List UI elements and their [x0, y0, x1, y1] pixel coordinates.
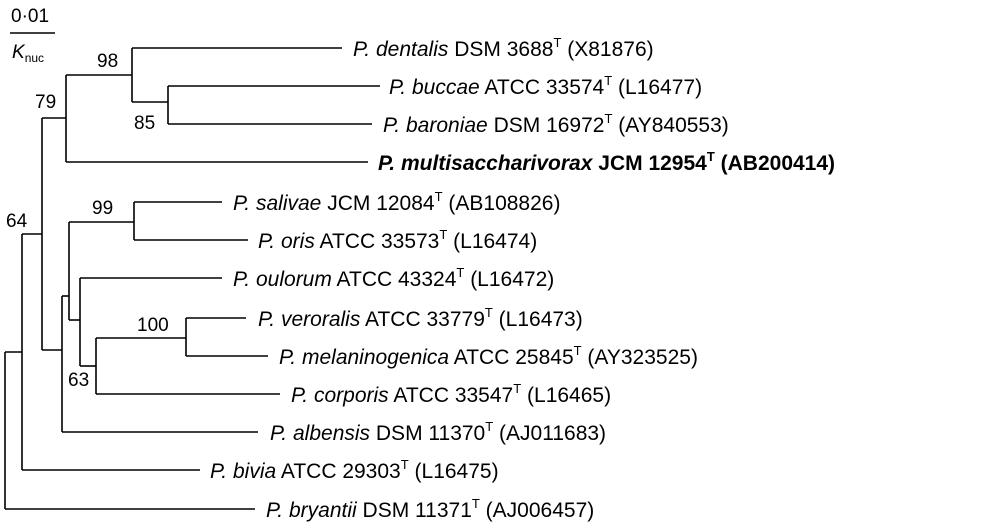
- bootstrap-64: 64: [6, 211, 28, 232]
- tree-branches: [4, 47, 380, 510]
- taxon-labels: P. dentalis DSM 3688T (X81876) P. buccae…: [210, 29, 835, 522]
- bootstrap-98: 98: [97, 51, 118, 72]
- taxon-label-baroniae: P. baroniae DSM 16972T (AY840553): [383, 105, 729, 137]
- taxon-label-corporis: P. corporis ATCC 33547T (L16465): [291, 375, 611, 407]
- taxon-label-salivae: P. salivae JCM 12084T (AB108826): [233, 183, 560, 215]
- taxon-label-veroralis: P. veroralis ATCC 33779T (L16473): [258, 299, 583, 331]
- taxon-label-buccae: P. buccae ATCC 33574T (L16477): [389, 67, 702, 99]
- bootstrap-79: 79: [35, 92, 56, 113]
- taxon-label-bryantii: P. bryantii DSM 11371T (AJ006457): [266, 490, 594, 522]
- taxon-label-oulorum: P. oulorum ATCC 43324T (L16472): [233, 259, 554, 291]
- taxon-label-dentalis: P. dentalis DSM 3688T (X81876): [353, 29, 654, 61]
- taxon-label-oris: P. oris ATCC 33573T (L16474): [258, 221, 537, 253]
- bootstrap-99: 99: [92, 198, 113, 219]
- bootstrap-63: 63: [68, 370, 89, 391]
- taxon-label-multisaccharivorax: P. multisaccharivorax JCM 12954T (AB2004…: [378, 143, 835, 175]
- taxon-label-albensis: P. albensis DSM 11370T (AJ011683): [270, 413, 606, 445]
- bootstrap-85: 85: [134, 113, 155, 134]
- scale-bar-value: 0·01: [11, 6, 49, 27]
- bootstrap-values: 98 85 79 99 100 63 64: [6, 51, 169, 391]
- taxon-label-melaninogenica: P. melaninogenica ATCC 25845T (AY323525): [279, 337, 698, 369]
- bootstrap-100: 100: [137, 315, 169, 336]
- scale-bar: 0·01 Knuc: [10, 6, 55, 65]
- scale-bar-label: Knuc: [12, 42, 44, 65]
- taxon-label-bivia: P. bivia ATCC 29303T (L16475): [210, 451, 499, 483]
